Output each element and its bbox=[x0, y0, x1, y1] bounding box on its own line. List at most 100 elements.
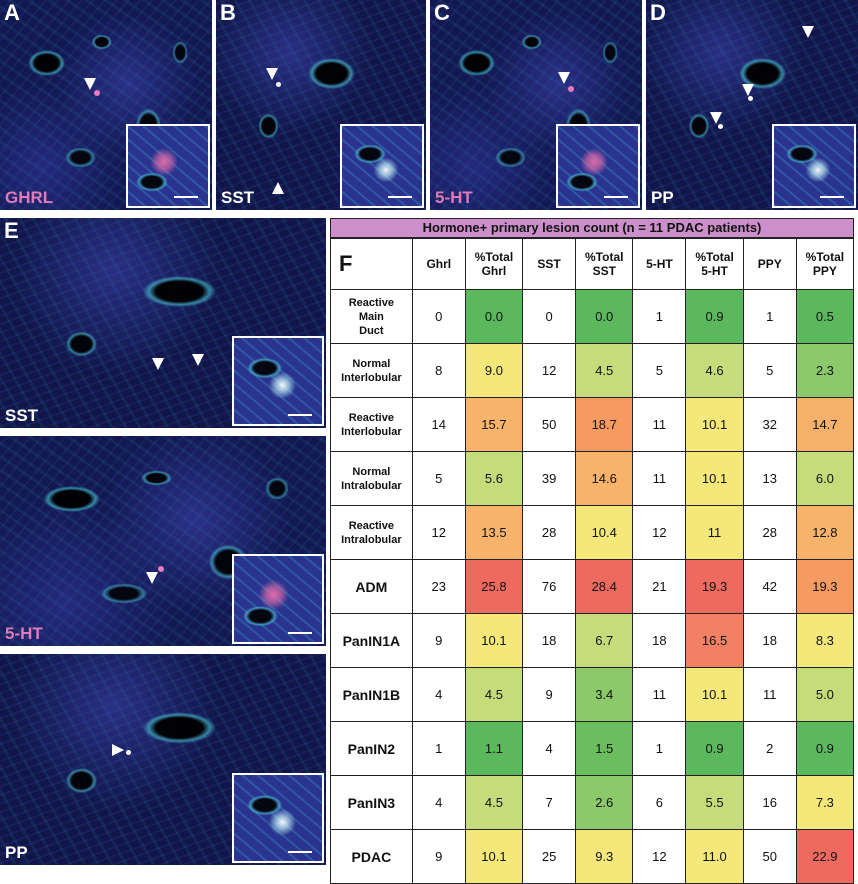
column-header: %Total 5-HT bbox=[685, 238, 744, 290]
percent-cell: 0.5 bbox=[795, 289, 855, 344]
count-cell: 5 bbox=[411, 451, 466, 506]
percent-cell: 0.0 bbox=[464, 289, 524, 344]
row-label: Reactive Main Duct bbox=[330, 289, 413, 344]
count-cell: 18 bbox=[632, 613, 687, 668]
percent-cell: 19.3 bbox=[685, 559, 744, 614]
panel-letter: A bbox=[4, 0, 20, 25]
percent-cell: 10.1 bbox=[685, 667, 744, 722]
row-label: PDAC bbox=[330, 829, 413, 884]
lesion-count-table: F Ghrl %Total Ghrl SST %Total SST 5-HT %Total 5-… bbox=[330, 238, 855, 884]
panel-a-micrograph: A GHRL bbox=[0, 0, 212, 210]
table-row: Reactive Interlobular 14 15.7 50 18.7 11 10.1 32… bbox=[330, 397, 855, 452]
percent-cell: 22.9 bbox=[795, 829, 855, 884]
table-row: PDAC 9 10.1 25 9.3 12 11.0 50 22.9 bbox=[330, 829, 855, 884]
inset-zoom bbox=[232, 773, 324, 863]
arrowhead-marker bbox=[558, 72, 570, 84]
count-cell: 39 bbox=[522, 451, 577, 506]
count-cell: 25 bbox=[522, 829, 577, 884]
percent-cell: 15.7 bbox=[464, 397, 524, 452]
column-header: 5-HT bbox=[632, 238, 687, 290]
count-cell: 5 bbox=[632, 343, 687, 398]
table-row: ADM 23 25.8 76 28.4 21 19.3 42 19.3 bbox=[330, 559, 855, 614]
count-cell: 4 bbox=[411, 667, 466, 722]
row-label: PanIN3 bbox=[330, 775, 413, 830]
row-label: Reactive Intralobular bbox=[330, 505, 413, 560]
percent-cell: 10.1 bbox=[464, 613, 524, 668]
hormone-positive-cell bbox=[276, 82, 281, 87]
percent-cell: 3.4 bbox=[575, 667, 634, 722]
count-cell: 50 bbox=[742, 829, 797, 884]
percent-cell: 2.6 bbox=[575, 775, 634, 830]
count-cell: 32 bbox=[742, 397, 797, 452]
panel-letter: F bbox=[330, 238, 413, 290]
column-header: Ghrl bbox=[411, 238, 466, 290]
hormone-positive-cell bbox=[748, 96, 753, 101]
count-cell: 12 bbox=[522, 343, 577, 398]
percent-cell: 11 bbox=[685, 505, 744, 560]
inset-zoom bbox=[556, 124, 640, 208]
arrowhead-marker bbox=[152, 358, 164, 370]
count-cell: 11 bbox=[632, 451, 687, 506]
table-row: Normal Intralobular 5 5.6 39 14.6 11 10.1 13 6.0 bbox=[330, 451, 855, 506]
stain-label: PP bbox=[5, 843, 28, 862]
percent-cell: 19.3 bbox=[795, 559, 855, 614]
row-label: PanIN2 bbox=[330, 721, 413, 776]
count-cell: 9 bbox=[411, 829, 466, 884]
count-cell: 18 bbox=[522, 613, 577, 668]
panel-f-table: Hormone+ primary lesion count (n = 11 PD… bbox=[330, 218, 855, 884]
count-cell: 11 bbox=[742, 667, 797, 722]
percent-cell: 10.1 bbox=[464, 829, 524, 884]
percent-cell: 12.8 bbox=[795, 505, 855, 560]
table-row: PanIN1B 4 4.5 9 3.4 11 10.1 11 5.0 bbox=[330, 667, 855, 722]
percent-cell: 16.5 bbox=[685, 613, 744, 668]
percent-cell: 5.6 bbox=[464, 451, 524, 506]
count-cell: 4 bbox=[522, 721, 577, 776]
percent-cell: 7.3 bbox=[795, 775, 855, 830]
stain-label: SST bbox=[221, 188, 255, 207]
count-cell: 1 bbox=[632, 289, 687, 344]
count-cell: 28 bbox=[522, 505, 577, 560]
stain-label: 5-HT bbox=[435, 188, 473, 207]
panel-b-micrograph: B SST bbox=[216, 0, 426, 210]
inset-zoom bbox=[232, 554, 324, 644]
row-label: PanIN1B bbox=[330, 667, 413, 722]
arrowhead-marker bbox=[146, 572, 158, 584]
percent-cell: 4.5 bbox=[575, 343, 634, 398]
stain-label: GHRL bbox=[5, 188, 54, 207]
table-row: Reactive Intralobular 12 13.5 28 10.4 12 11 28 12… bbox=[330, 505, 855, 560]
count-cell: 11 bbox=[632, 397, 687, 452]
table-title: Hormone+ primary lesion count (n = 11 PD… bbox=[330, 218, 854, 238]
percent-cell: 13.5 bbox=[464, 505, 524, 560]
table-row: Normal Interlobular 8 9.0 12 4.5 5 4.6 5 2.3 bbox=[330, 343, 855, 398]
count-cell: 18 bbox=[742, 613, 797, 668]
percent-cell: 1.5 bbox=[575, 721, 634, 776]
count-cell: 2 bbox=[742, 721, 797, 776]
row-label: Reactive Interlobular bbox=[330, 397, 413, 452]
count-cell: 9 bbox=[522, 667, 577, 722]
tissue-image bbox=[646, 0, 858, 210]
count-cell: 12 bbox=[632, 505, 687, 560]
percent-cell: 10.1 bbox=[685, 451, 744, 506]
inset-zoom bbox=[126, 124, 210, 208]
table-row: Reactive Main Duct 0 0.0 0 0.0 1 0.9 1 0.5 bbox=[330, 289, 855, 344]
hormone-positive-cell bbox=[568, 86, 574, 92]
arrowhead-marker bbox=[272, 182, 284, 194]
percent-cell: 4.6 bbox=[685, 343, 744, 398]
count-cell: 42 bbox=[742, 559, 797, 614]
percent-cell: 18.7 bbox=[575, 397, 634, 452]
percent-cell: 0.9 bbox=[795, 721, 855, 776]
row-label: Normal Interlobular bbox=[330, 343, 413, 398]
percent-cell: 28.4 bbox=[575, 559, 634, 614]
table-header-row: F Ghrl %Total Ghrl SST %Total SST 5-HT %Total 5-… bbox=[330, 238, 855, 290]
percent-cell: 25.8 bbox=[464, 559, 524, 614]
percent-cell: 11.0 bbox=[685, 829, 744, 884]
row-label: PanIN1A bbox=[330, 613, 413, 668]
percent-cell: 10.1 bbox=[685, 397, 744, 452]
percent-cell: 9.0 bbox=[464, 343, 524, 398]
table-row: PanIN1A 9 10.1 18 6.7 18 16.5 18 8.3 bbox=[330, 613, 855, 668]
count-cell: 16 bbox=[742, 775, 797, 830]
inset-zoom bbox=[772, 124, 856, 208]
count-cell: 1 bbox=[742, 289, 797, 344]
stain-label: SST bbox=[5, 406, 39, 425]
arrowhead-marker bbox=[192, 354, 204, 366]
